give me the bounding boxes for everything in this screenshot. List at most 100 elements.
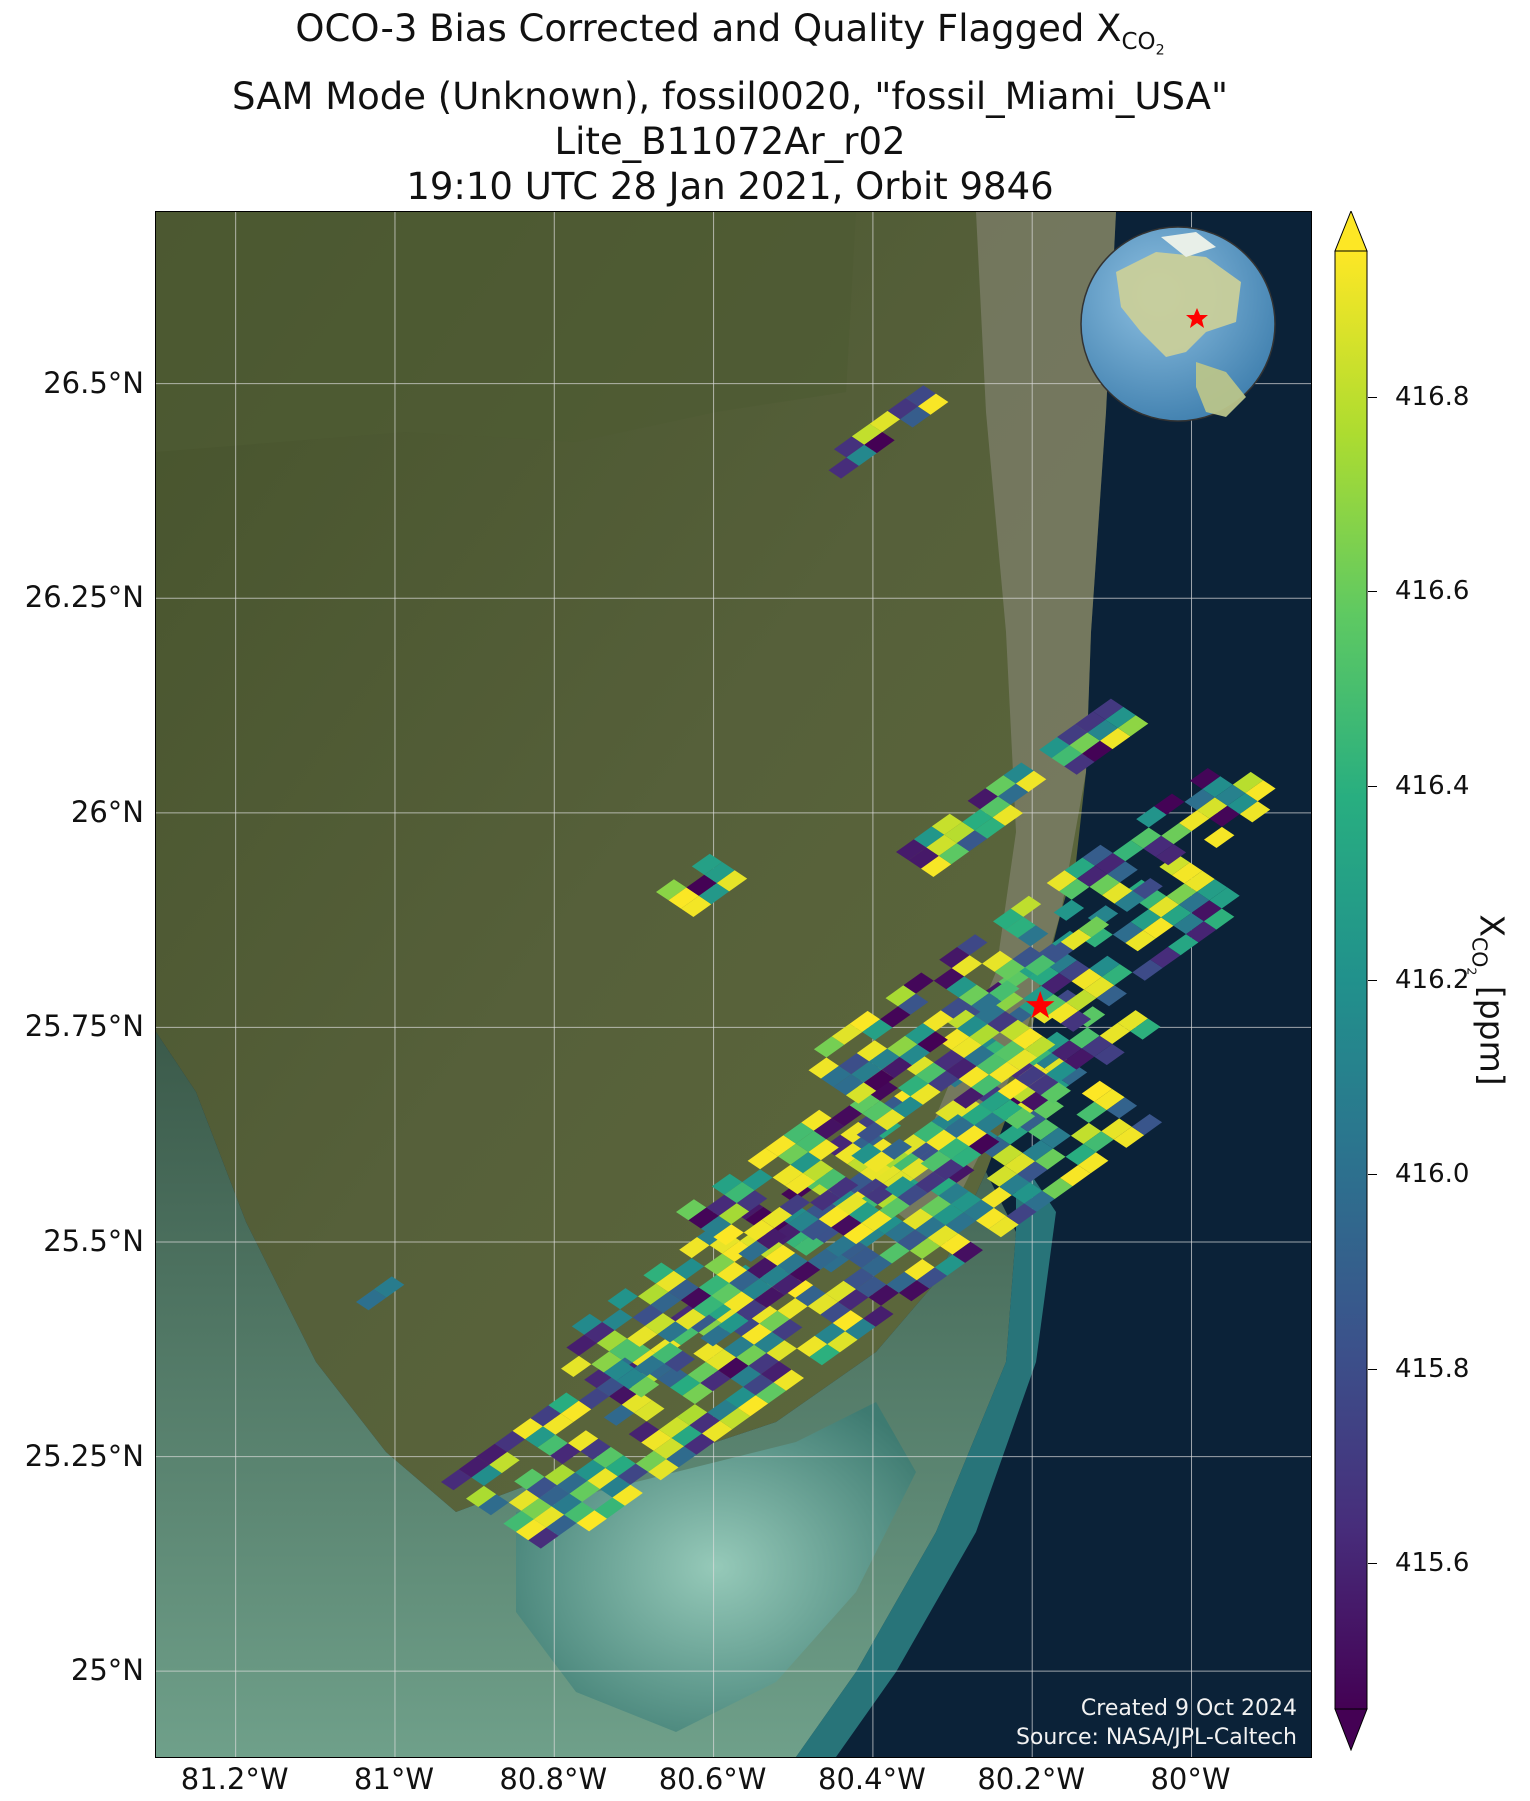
sounding-footprint <box>1024 1190 1055 1212</box>
sounding-footprint <box>905 1023 936 1045</box>
colorbar-tick-label: 415.6 <box>1395 1548 1470 1579</box>
sounding-footprint <box>1203 908 1235 930</box>
sounding-footprint <box>910 1083 941 1105</box>
chart-title: OCO-3 Bias Corrected and Quality Flagged… <box>0 6 1460 209</box>
sounding-footprint <box>736 1299 767 1321</box>
sounding-footprint <box>933 1159 964 1181</box>
sounding-footprint <box>913 826 945 848</box>
sounding-footprint <box>471 1464 502 1486</box>
sounding-footprint <box>902 1208 934 1230</box>
sounding-footprint <box>587 1468 618 1490</box>
sounding-footprint <box>724 1182 755 1204</box>
target-star-icon <box>1025 991 1055 1019</box>
sounding-footprint <box>747 1148 778 1170</box>
sounding-footprint <box>489 1452 520 1474</box>
sounding-footprint <box>515 1519 547 1541</box>
lat-tick-label: 25.5°N <box>43 1224 144 1258</box>
sounding-footprint <box>958 1066 990 1088</box>
lon-tick-label: 81.2°W <box>180 1762 289 1796</box>
xco2-soundings <box>356 385 1276 1549</box>
sounding-footprint <box>926 1174 957 1196</box>
sounding-footprint <box>881 1056 913 1079</box>
sounding-footprint <box>982 950 1013 972</box>
sounding-footprint <box>657 1366 688 1388</box>
title-line-1: OCO-3 Bias Corrected and Quality Flagged… <box>295 7 1165 59</box>
sounding-footprint <box>1033 1097 1064 1119</box>
sounding-footprint <box>747 1257 778 1279</box>
map-panel: Created 9 Oct 2024 Source: NASA/JPL-Calt… <box>155 211 1312 1758</box>
sounding-footprint <box>676 1199 707 1221</box>
sounding-footprint <box>838 1289 869 1311</box>
sounding-footprint <box>793 1234 825 1256</box>
sounding-footprint <box>927 1225 959 1247</box>
sounding-footprint <box>1184 789 1215 811</box>
sounding-footprint <box>863 1069 895 1091</box>
sounding-footprint <box>992 804 1023 826</box>
sounding-footprint <box>1101 964 1133 986</box>
sounding-footprint <box>813 1118 845 1140</box>
sounding-footprint <box>896 839 927 861</box>
sounding-footprint <box>849 1246 880 1268</box>
sounding-footprint <box>939 1028 970 1050</box>
colorbar-tick-label: 416.0 <box>1395 1159 1470 1190</box>
sounding-footprint <box>1102 882 1133 904</box>
sounding-footprint <box>772 1164 803 1186</box>
sounding-footprint <box>1132 959 1163 981</box>
sounding-footprint <box>1012 946 1043 968</box>
sounding-footprint <box>814 1323 846 1345</box>
sounding-footprint <box>994 1040 1025 1062</box>
sounding-footprint <box>373 1276 405 1298</box>
sounding-footprint <box>592 1446 624 1468</box>
sounding-footprint <box>931 813 963 835</box>
sounding-footprint <box>783 1122 814 1144</box>
sounding-footprint <box>845 1082 877 1104</box>
colorbar-tick-mark <box>1368 1368 1377 1370</box>
florida-bay-shoals <box>516 1402 916 1732</box>
sounding-footprint <box>803 1160 834 1182</box>
sounding-footprint <box>628 1421 660 1443</box>
sounding-footprint <box>600 1476 631 1498</box>
sounding-footprint <box>718 1203 750 1225</box>
sounding-footprint <box>1078 916 1110 938</box>
sounding-footprint <box>879 1197 910 1219</box>
sounding-footprint <box>782 1276 814 1298</box>
sounding-footprint <box>892 1096 923 1118</box>
sounding-footprint <box>635 1450 667 1472</box>
sounding-footprint <box>828 457 859 479</box>
sounding-footprint <box>923 1010 954 1032</box>
sounding-footprint <box>533 1506 565 1528</box>
sounding-footprint <box>898 1280 930 1302</box>
sounding-footprint <box>1084 976 1115 998</box>
sounding-footprint <box>741 1323 772 1345</box>
sounding-footprint <box>967 788 998 810</box>
sounding-footprint <box>700 1325 731 1347</box>
sounding-footprint <box>1059 878 1090 900</box>
sounding-footprint <box>1168 934 1199 956</box>
sounding-footprint <box>701 1215 732 1237</box>
sounding-footprint <box>869 410 901 432</box>
sounding-footprint <box>1064 753 1095 775</box>
sounding-footprint <box>1028 964 1060 986</box>
sounding-footprint <box>801 1109 832 1131</box>
sounding-footprint <box>904 1259 935 1281</box>
sounding-footprint <box>736 1344 767 1366</box>
colorbar-label: XCO2 [ppm] <box>1464 914 1512 1086</box>
sounding-footprint <box>729 1315 760 1337</box>
sounding-footprint <box>979 1091 1011 1113</box>
sounding-footprint <box>580 1438 611 1460</box>
sounding-footprint <box>1096 985 1127 1007</box>
sounding-footprint <box>833 436 865 458</box>
sounding-footprint <box>957 934 988 956</box>
sounding-footprint <box>887 398 918 420</box>
sounding-footprint <box>887 1035 918 1057</box>
sounding-footprint <box>879 1242 910 1264</box>
colorbar-tick-mark <box>1368 396 1377 398</box>
sounding-footprint <box>530 1405 561 1427</box>
sounding-footprint <box>815 1168 846 1190</box>
sounding-footprint <box>1024 1036 1056 1058</box>
sounding-footprint <box>849 1010 881 1032</box>
sounding-footprint <box>653 1438 685 1460</box>
title-line-4: 19:10 UTC 28 Jan 2021, Orbit 9846 <box>406 164 1054 208</box>
sounding-footprint <box>707 1399 738 1421</box>
sounding-footprint <box>969 1024 1000 1046</box>
